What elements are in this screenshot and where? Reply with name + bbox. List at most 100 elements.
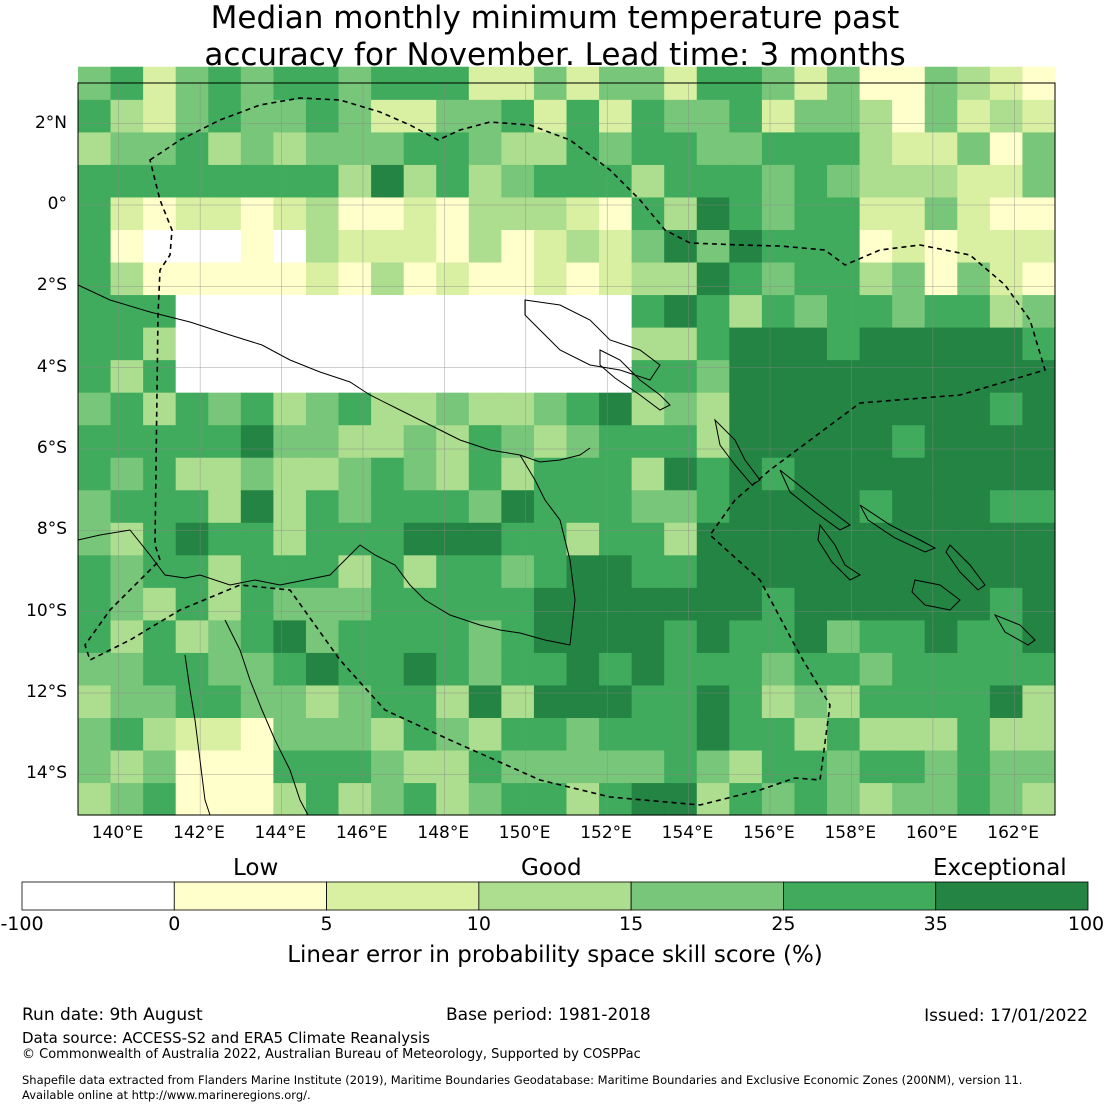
skill-cell bbox=[1022, 229, 1056, 263]
skill-cell bbox=[403, 196, 437, 230]
skill-cell bbox=[501, 684, 535, 718]
skill-cell bbox=[664, 359, 698, 393]
skill-cell bbox=[924, 294, 958, 328]
skill-cell bbox=[1022, 196, 1056, 230]
skill-cell bbox=[794, 457, 828, 491]
skill-cell bbox=[1022, 522, 1056, 556]
skill-cell bbox=[566, 554, 600, 588]
skill-cell bbox=[794, 554, 828, 588]
skill-cell bbox=[208, 327, 242, 361]
skill-cell bbox=[533, 652, 568, 686]
colorbar-segment bbox=[173, 881, 327, 911]
skill-cell bbox=[729, 749, 763, 784]
new-georgia-islands bbox=[817, 523, 861, 581]
skill-cell bbox=[892, 489, 926, 523]
skill-cell bbox=[110, 424, 144, 458]
skill-cell bbox=[957, 327, 991, 361]
skill-cell bbox=[240, 229, 274, 263]
skill-cell bbox=[664, 554, 698, 588]
skill-cell bbox=[78, 457, 112, 491]
skill-cell bbox=[566, 619, 600, 653]
map-border bbox=[77, 82, 1056, 816]
skill-cell bbox=[696, 489, 730, 523]
skill-cell bbox=[501, 717, 535, 751]
skill-cell bbox=[305, 294, 340, 328]
skill-cell bbox=[729, 392, 763, 426]
skill-cell bbox=[143, 522, 177, 556]
skill-cell bbox=[371, 359, 405, 393]
skill-cell bbox=[436, 749, 470, 784]
skill-cell bbox=[175, 359, 209, 393]
skill-cell bbox=[175, 554, 209, 588]
skill-cell bbox=[78, 131, 112, 165]
lat-tick-label: 0° bbox=[47, 194, 67, 214]
skill-cell bbox=[403, 522, 437, 556]
skill-cell bbox=[338, 554, 372, 588]
skill-cell bbox=[338, 619, 372, 653]
skill-cell bbox=[1022, 587, 1056, 621]
skill-cell bbox=[761, 749, 796, 784]
skill-cell bbox=[761, 457, 796, 491]
skill-cell bbox=[175, 587, 209, 621]
skill-cell bbox=[110, 489, 144, 523]
skill-cell bbox=[892, 261, 926, 296]
skill-cell bbox=[892, 717, 926, 751]
skill-cell bbox=[175, 717, 209, 751]
skill-cell bbox=[827, 489, 861, 523]
skill-cell bbox=[501, 749, 535, 784]
skill-cell bbox=[664, 229, 698, 263]
skill-cell bbox=[859, 327, 893, 361]
skill-cell bbox=[110, 392, 144, 426]
skill-cell bbox=[338, 229, 372, 263]
skill-cell bbox=[208, 717, 242, 751]
data-source: Data source: ACCESS-S2 and ERA5 Climate … bbox=[22, 1029, 430, 1047]
skill-cell bbox=[371, 749, 405, 784]
lon-tick-label: 162°E bbox=[987, 823, 1039, 843]
skill-cell bbox=[924, 261, 958, 296]
skill-cell bbox=[143, 684, 177, 718]
skill-cell bbox=[371, 261, 405, 296]
skill-cell bbox=[240, 619, 274, 653]
skill-cell bbox=[240, 457, 274, 491]
skill-cell bbox=[533, 684, 568, 718]
skill-cell bbox=[957, 261, 991, 296]
skill-cell bbox=[468, 782, 502, 816]
skill-cell bbox=[696, 327, 730, 361]
skill-cell bbox=[1022, 424, 1056, 458]
skill-cell bbox=[273, 131, 307, 165]
skill-cell bbox=[371, 164, 405, 198]
skill-cell bbox=[729, 457, 763, 491]
colorbar-tick: -100 bbox=[0, 913, 44, 935]
skill-cell bbox=[599, 522, 633, 556]
skill-cell bbox=[501, 489, 535, 523]
lon-tick-label: 160°E bbox=[905, 823, 958, 843]
skill-cell bbox=[761, 554, 796, 588]
skill-cell bbox=[599, 359, 633, 393]
skill-cell bbox=[533, 554, 568, 588]
skill-cell bbox=[78, 554, 112, 588]
skill-cell bbox=[78, 294, 112, 328]
skill-cell bbox=[631, 424, 665, 458]
skill-cell bbox=[696, 554, 730, 588]
skill-cell bbox=[208, 684, 242, 718]
skill-cell bbox=[859, 424, 893, 458]
skill-cell bbox=[110, 782, 144, 816]
skill-cell bbox=[924, 457, 958, 491]
skill-cell bbox=[371, 327, 405, 361]
skill-cell bbox=[338, 684, 372, 718]
colorbar-segment bbox=[21, 881, 175, 911]
skill-cell bbox=[501, 99, 535, 133]
skill-cell bbox=[468, 457, 502, 491]
skill-cell bbox=[729, 261, 763, 296]
skill-cell bbox=[989, 489, 1024, 523]
skill-cell bbox=[175, 652, 209, 686]
skill-cell bbox=[403, 782, 437, 816]
skill-cell bbox=[924, 196, 958, 230]
skill-cell bbox=[240, 131, 274, 165]
skill-cell bbox=[78, 164, 112, 198]
skill-cell bbox=[664, 619, 698, 653]
skill-cell bbox=[78, 99, 112, 133]
skill-cell bbox=[566, 196, 600, 230]
skill-cell bbox=[273, 424, 307, 458]
skill-cell bbox=[208, 99, 242, 133]
